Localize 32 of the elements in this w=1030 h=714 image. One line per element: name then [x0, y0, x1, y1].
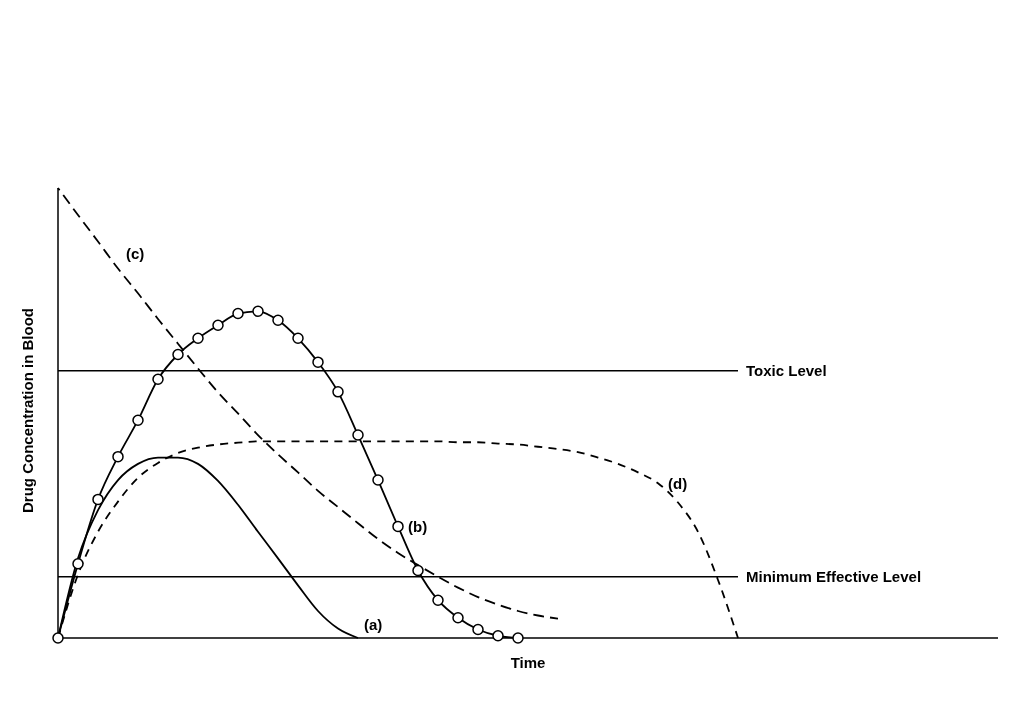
series-label: (d) — [668, 475, 688, 493]
point — [152, 373, 164, 385]
point — [452, 612, 464, 624]
point — [252, 305, 264, 318]
point — [472, 623, 484, 636]
point — [112, 450, 124, 463]
point — [492, 630, 504, 642]
series-label: (b) — [408, 518, 428, 536]
point — [72, 558, 84, 570]
point — [272, 314, 284, 327]
point — [312, 356, 324, 368]
point — [372, 474, 384, 486]
point — [512, 632, 524, 644]
point — [432, 594, 444, 606]
series-label: (a) — [364, 616, 383, 633]
y-axis-title: Drug Concentration in Blood — [19, 308, 37, 513]
point — [292, 332, 304, 345]
point — [172, 348, 184, 361]
point — [132, 414, 144, 426]
x-axis-title: Time — [510, 654, 546, 671]
point — [232, 307, 244, 320]
point — [212, 319, 224, 331]
point — [332, 386, 344, 398]
series-label: (c) — [126, 244, 145, 262]
point — [412, 564, 424, 577]
ref-line-label: Minimum Effective Level — [746, 567, 922, 585]
point — [52, 632, 64, 644]
point — [352, 429, 364, 441]
point — [192, 332, 204, 345]
ref-line-label: Toxic Level — [746, 361, 827, 379]
point — [392, 520, 404, 533]
point — [92, 493, 104, 506]
